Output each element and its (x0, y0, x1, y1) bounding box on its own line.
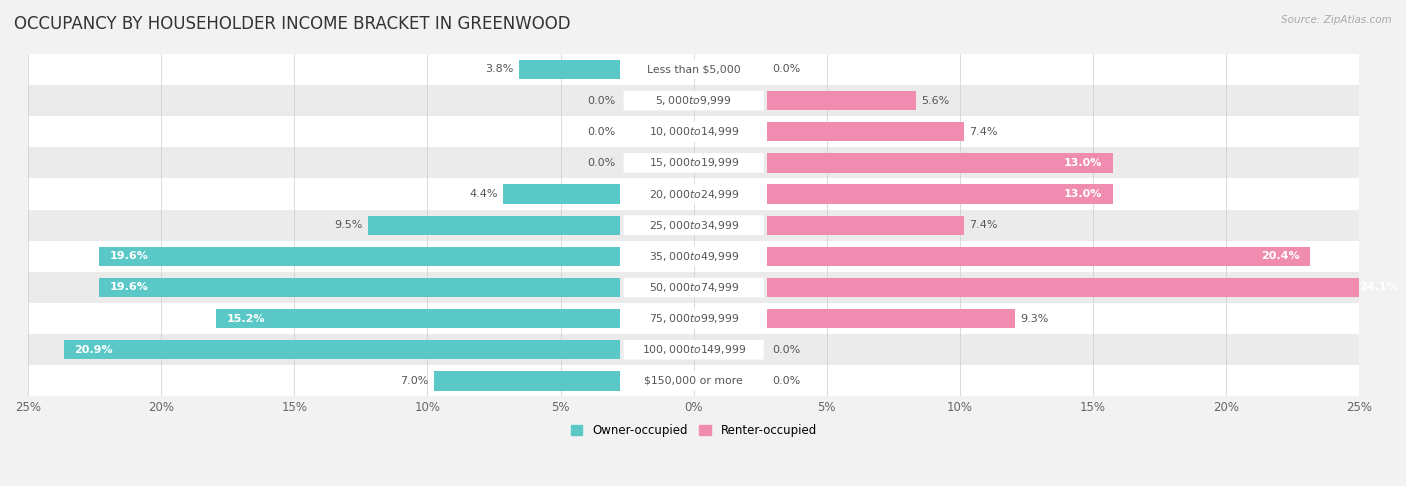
Text: $20,000 to $24,999: $20,000 to $24,999 (648, 188, 740, 201)
FancyBboxPatch shape (624, 371, 763, 391)
Text: 4.4%: 4.4% (470, 189, 498, 199)
Bar (766, 122, 965, 141)
Text: 24.1%: 24.1% (1360, 282, 1398, 293)
Bar (519, 60, 620, 79)
Bar (503, 184, 620, 204)
Text: 0.0%: 0.0% (772, 345, 800, 355)
Bar (28, 116, 1360, 147)
FancyBboxPatch shape (624, 60, 763, 79)
Text: $75,000 to $99,999: $75,000 to $99,999 (648, 312, 740, 325)
Bar (766, 278, 1406, 297)
Text: 13.0%: 13.0% (1064, 158, 1102, 168)
Text: $5,000 to $9,999: $5,000 to $9,999 (655, 94, 733, 107)
Text: $50,000 to $74,999: $50,000 to $74,999 (648, 281, 740, 294)
Text: 20.9%: 20.9% (75, 345, 114, 355)
Text: 13.0%: 13.0% (1064, 189, 1102, 199)
Text: 7.4%: 7.4% (969, 127, 998, 137)
Text: Less than $5,000: Less than $5,000 (647, 65, 741, 74)
Text: 19.6%: 19.6% (110, 282, 148, 293)
Bar (98, 247, 620, 266)
Bar (28, 365, 1360, 397)
Bar (766, 153, 1114, 173)
Text: 7.4%: 7.4% (969, 220, 998, 230)
FancyBboxPatch shape (624, 340, 763, 360)
FancyBboxPatch shape (624, 278, 763, 297)
Bar (766, 309, 1015, 328)
Bar (28, 209, 1360, 241)
Text: $100,000 to $149,999: $100,000 to $149,999 (641, 343, 745, 356)
Bar (28, 178, 1360, 209)
FancyBboxPatch shape (624, 215, 763, 235)
Text: $35,000 to $49,999: $35,000 to $49,999 (648, 250, 740, 263)
Bar (367, 215, 620, 235)
Bar (28, 241, 1360, 272)
Text: 3.8%: 3.8% (485, 65, 515, 74)
Bar (28, 54, 1360, 85)
Bar (215, 309, 620, 328)
Text: 19.6%: 19.6% (110, 251, 148, 261)
Bar (98, 278, 620, 297)
Bar (766, 247, 1310, 266)
Bar (28, 85, 1360, 116)
Text: $15,000 to $19,999: $15,000 to $19,999 (648, 156, 740, 170)
Bar (434, 371, 620, 391)
Bar (766, 184, 1114, 204)
Text: Source: ZipAtlas.com: Source: ZipAtlas.com (1281, 15, 1392, 25)
Bar (28, 334, 1360, 365)
Text: 0.0%: 0.0% (586, 127, 616, 137)
Legend: Owner-occupied, Renter-occupied: Owner-occupied, Renter-occupied (567, 419, 821, 442)
FancyBboxPatch shape (624, 246, 763, 266)
Text: OCCUPANCY BY HOUSEHOLDER INCOME BRACKET IN GREENWOOD: OCCUPANCY BY HOUSEHOLDER INCOME BRACKET … (14, 15, 571, 33)
FancyBboxPatch shape (624, 91, 763, 110)
Text: 7.0%: 7.0% (401, 376, 429, 386)
Text: $25,000 to $34,999: $25,000 to $34,999 (648, 219, 740, 232)
Text: 0.0%: 0.0% (772, 376, 800, 386)
Text: 0.0%: 0.0% (586, 158, 616, 168)
FancyBboxPatch shape (624, 153, 763, 173)
Text: 0.0%: 0.0% (586, 96, 616, 105)
Text: 5.6%: 5.6% (921, 96, 949, 105)
Bar (63, 340, 620, 360)
Bar (28, 303, 1360, 334)
Text: 9.3%: 9.3% (1019, 313, 1049, 324)
Bar (766, 215, 965, 235)
FancyBboxPatch shape (624, 309, 763, 329)
Text: $150,000 or more: $150,000 or more (644, 376, 744, 386)
Text: 0.0%: 0.0% (772, 65, 800, 74)
FancyBboxPatch shape (624, 184, 763, 204)
Text: $10,000 to $14,999: $10,000 to $14,999 (648, 125, 740, 138)
FancyBboxPatch shape (624, 122, 763, 141)
Bar (28, 272, 1360, 303)
Text: 15.2%: 15.2% (226, 313, 264, 324)
Bar (28, 147, 1360, 178)
Bar (766, 91, 917, 110)
Text: 20.4%: 20.4% (1261, 251, 1299, 261)
Text: 9.5%: 9.5% (333, 220, 363, 230)
